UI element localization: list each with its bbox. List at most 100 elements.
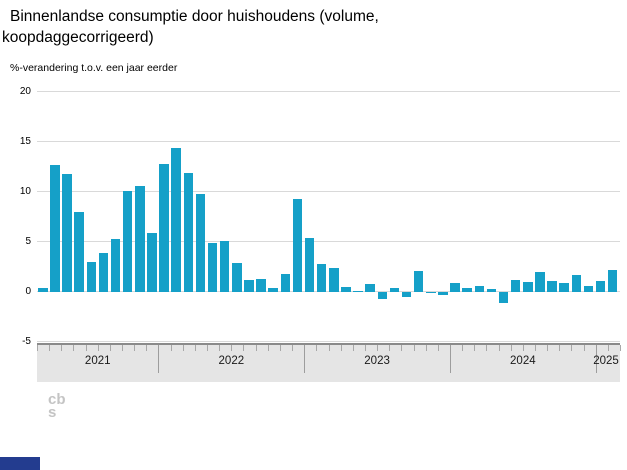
gridline-y-15 bbox=[37, 141, 620, 142]
bar-2022-06[interactable] bbox=[219, 240, 230, 292]
bar-2024-11[interactable] bbox=[571, 274, 582, 292]
month-tick bbox=[620, 345, 621, 351]
y-axis-tick-label: 15 bbox=[19, 135, 31, 147]
month-tick bbox=[219, 345, 221, 351]
month-tick bbox=[571, 345, 573, 351]
bar-2024-06[interactable] bbox=[510, 279, 521, 292]
month-tick bbox=[85, 345, 87, 351]
month-tick bbox=[279, 345, 281, 351]
bar-2024-03[interactable] bbox=[474, 285, 485, 292]
x-axis-range-slider[interactable]: 2021 2022 2023 2024 2025 bbox=[37, 343, 621, 382]
month-tick bbox=[316, 345, 318, 351]
bar-2024-04[interactable] bbox=[486, 288, 497, 292]
month-tick bbox=[243, 345, 245, 351]
month-tick bbox=[462, 345, 464, 351]
bar-2022-07[interactable] bbox=[232, 262, 242, 292]
bar-2022-11[interactable] bbox=[280, 273, 291, 292]
gridline-y-10 bbox=[37, 191, 620, 192]
bar-2021-07[interactable] bbox=[86, 261, 97, 292]
month-tick bbox=[340, 345, 342, 351]
x-axis-year-label-2022: 2022 bbox=[218, 355, 245, 367]
gridline-y-5 bbox=[37, 241, 620, 242]
bar-2021-04[interactable] bbox=[50, 164, 60, 292]
year-boundary-tick bbox=[449, 345, 451, 373]
bar-2023-04[interactable] bbox=[341, 286, 351, 292]
bar-2023-06[interactable] bbox=[365, 283, 375, 292]
month-tick bbox=[73, 345, 75, 351]
bar-2021-05[interactable] bbox=[62, 173, 72, 292]
month-tick bbox=[170, 345, 172, 351]
month-tick bbox=[583, 345, 585, 351]
bar-2024-10[interactable] bbox=[559, 282, 569, 292]
month-tick bbox=[486, 345, 488, 351]
year-boundary-tick bbox=[595, 345, 597, 373]
x-axis-year-label-2021: 2021 bbox=[84, 355, 111, 367]
month-tick bbox=[146, 345, 148, 351]
bar-2023-09[interactable] bbox=[401, 291, 412, 297]
y-axis-tick-label: 10 bbox=[19, 185, 31, 197]
bar-2021-12[interactable] bbox=[147, 232, 157, 292]
bar-2024-01[interactable] bbox=[450, 282, 460, 292]
bar-2023-11[interactable] bbox=[426, 291, 436, 293]
bar-2023-12[interactable] bbox=[438, 291, 448, 295]
bar-2022-09[interactable] bbox=[256, 278, 266, 292]
gridline-y-20 bbox=[37, 91, 620, 92]
month-tick bbox=[134, 345, 136, 351]
bar-2022-10[interactable] bbox=[268, 287, 278, 292]
bar-2021-08[interactable] bbox=[98, 252, 109, 292]
year-boundary-tick bbox=[304, 345, 306, 373]
bar-2023-05[interactable] bbox=[353, 290, 363, 292]
month-tick bbox=[109, 345, 111, 351]
month-tick bbox=[97, 345, 99, 351]
bar-2024-02[interactable] bbox=[462, 287, 472, 292]
bar-2022-03[interactable] bbox=[183, 172, 194, 292]
bar-2024-08[interactable] bbox=[535, 271, 545, 292]
bar-2023-08[interactable] bbox=[389, 287, 400, 292]
bar-2021-11[interactable] bbox=[135, 185, 145, 292]
month-tick bbox=[194, 345, 196, 351]
month-tick bbox=[437, 345, 439, 351]
month-tick bbox=[352, 345, 354, 351]
bar-2023-07[interactable] bbox=[377, 291, 388, 299]
footer-accent-bar bbox=[0, 457, 40, 470]
bar-2022-04[interactable] bbox=[195, 193, 206, 292]
bar-2022-12[interactable] bbox=[292, 198, 303, 292]
bar-2022-05[interactable] bbox=[207, 242, 218, 292]
month-tick bbox=[37, 345, 38, 351]
y-axis-tick-label: -5 bbox=[22, 335, 31, 347]
bar-2025-02[interactable] bbox=[607, 269, 618, 292]
bar-2023-10[interactable] bbox=[413, 270, 424, 292]
month-tick bbox=[522, 345, 524, 351]
bar-2024-07[interactable] bbox=[523, 281, 533, 292]
bar-2023-01[interactable] bbox=[304, 237, 315, 292]
bar-2021-10[interactable] bbox=[122, 190, 133, 292]
month-tick bbox=[292, 345, 294, 351]
month-tick bbox=[49, 345, 51, 351]
bar-2024-05[interactable] bbox=[498, 291, 509, 303]
bar-2022-01[interactable] bbox=[159, 163, 169, 292]
month-tick bbox=[534, 345, 536, 351]
x-axis-year-label-2025: 2025 bbox=[593, 355, 619, 367]
bar-2021-09[interactable] bbox=[110, 238, 121, 292]
bar-2024-12[interactable] bbox=[583, 285, 594, 292]
month-tick bbox=[413, 345, 415, 351]
month-tick bbox=[498, 345, 500, 351]
bar-2023-03[interactable] bbox=[329, 267, 339, 292]
month-tick bbox=[510, 345, 512, 351]
month-tick bbox=[231, 345, 233, 351]
bar-2022-02[interactable] bbox=[171, 147, 181, 292]
month-tick bbox=[377, 345, 379, 351]
month-tick bbox=[474, 345, 476, 351]
month-tick bbox=[559, 345, 561, 351]
chart-subtitle: %-verandering t.o.v. een jaar eerder bbox=[10, 62, 178, 74]
y-axis-tick-label: 5 bbox=[25, 235, 31, 247]
bar-2021-06[interactable] bbox=[74, 211, 84, 292]
bar-2021-03[interactable] bbox=[38, 287, 48, 292]
x-axis-year-label-2023: 2023 bbox=[364, 355, 390, 367]
bar-2022-08[interactable] bbox=[244, 279, 254, 292]
bar-2023-02[interactable] bbox=[316, 263, 327, 292]
bar-2024-09[interactable] bbox=[547, 280, 557, 292]
page-title: Binnenlandse consumptie door huishoudens… bbox=[2, 8, 379, 46]
month-tick bbox=[207, 345, 209, 351]
bar-2025-01[interactable] bbox=[595, 280, 606, 292]
